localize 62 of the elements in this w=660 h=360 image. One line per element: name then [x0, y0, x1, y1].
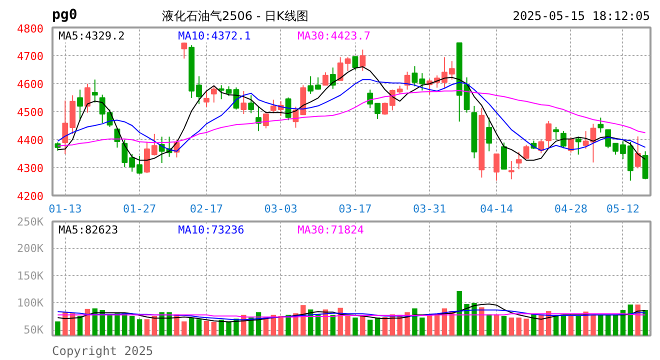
candlestick — [582, 130, 589, 150]
candlestick — [210, 84, 217, 104]
text: Copyright 2025 — [52, 344, 154, 358]
candlestick — [248, 94, 254, 114]
y-tick-label: 4600 — [17, 78, 44, 91]
candlestick — [634, 136, 641, 169]
candlestick — [486, 117, 492, 152]
candlestick — [553, 126, 559, 140]
x-tick-label: 02-17 — [190, 202, 224, 216]
candlestick — [263, 114, 269, 129]
candlestick — [84, 83, 90, 114]
y-tick-label: 4700 — [17, 50, 44, 63]
candlestick — [240, 90, 247, 115]
text: MA5:82623 — [58, 224, 118, 236]
y-tick-label: 4800 — [17, 22, 44, 36]
x-tick-label: 03-31 — [413, 202, 446, 216]
y-tick-label: 4200 — [17, 190, 44, 203]
x-tick-label: 05-12 — [606, 202, 640, 216]
y-tick-label: 150K — [17, 269, 44, 282]
chart-subtitle: 液化石油气2506 - 日K线图 — [162, 8, 310, 25]
candlestick — [642, 150, 648, 180]
candlestick — [92, 79, 98, 104]
line-series — [57, 309, 646, 320]
candlestick — [560, 130, 566, 149]
y-tick-label: 250K — [17, 216, 44, 228]
candlestick — [256, 105, 262, 132]
y-tick-label: 50K — [24, 324, 44, 337]
candlestick — [330, 67, 336, 90]
y-tick-label: 4400 — [17, 134, 44, 147]
candlestick — [494, 154, 500, 182]
y-tick-label: 4500 — [17, 106, 44, 119]
chart-title: pg0 — [52, 6, 78, 25]
x-tick-label: 04-14 — [480, 202, 514, 216]
text: MA30:4423.7 — [298, 30, 371, 42]
x-tick-label: 01-27 — [122, 202, 156, 216]
text: MA10:73236 — [178, 224, 244, 236]
candlestick — [598, 117, 604, 133]
candlestick — [181, 41, 188, 60]
candlestick — [77, 89, 83, 122]
candlestick — [508, 160, 514, 180]
x-tick-label: 03-03 — [264, 202, 298, 216]
y-tick-label: 4300 — [17, 162, 44, 175]
candlestick — [352, 56, 358, 71]
candlestick — [501, 142, 507, 170]
text: MA30:71824 — [298, 224, 364, 236]
y-tick-label: 200K — [17, 242, 44, 256]
candlestick — [204, 90, 210, 108]
candlestick — [523, 144, 530, 160]
x-tick-label: 04-28 — [554, 202, 588, 216]
candlestick — [360, 49, 366, 72]
text: MA5:4329.2 — [58, 30, 125, 42]
text: 2025-05-15 18:12:05 — [512, 8, 650, 25]
line-series — [57, 304, 646, 322]
candlestick — [546, 120, 552, 150]
x-tick-label: 01-13 — [48, 202, 82, 216]
candlestick — [575, 136, 582, 156]
candlestick — [516, 151, 522, 170]
x-tick-label: 03-17 — [338, 202, 372, 216]
candlestick — [322, 72, 328, 86]
candlestick — [538, 139, 544, 154]
y-tick-label: 100K — [17, 296, 44, 310]
text: MA10:4372.1 — [178, 30, 251, 42]
